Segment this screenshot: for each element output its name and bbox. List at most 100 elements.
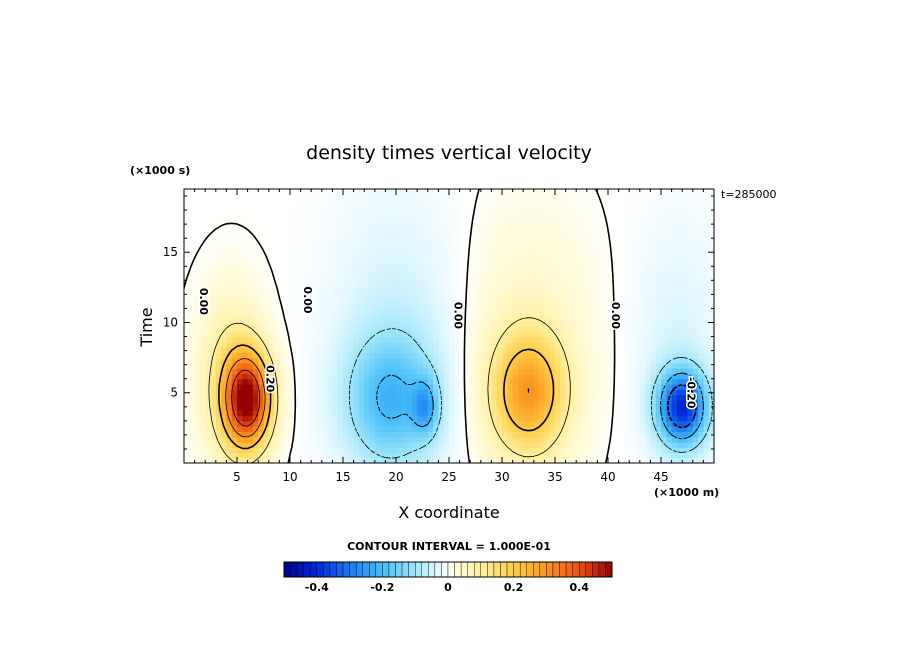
heatmap-cell — [237, 399, 243, 406]
heatmap-cell — [343, 299, 349, 306]
heatmap-cell — [676, 262, 683, 269]
heatmap-cell — [443, 452, 450, 459]
heatmap-cell — [549, 347, 556, 353]
heatmap-cell — [502, 215, 508, 222]
heatmap-cell — [263, 215, 270, 222]
heatmap-cell — [237, 257, 243, 264]
heatmap-cell — [300, 420, 307, 427]
heatmap-cell — [464, 241, 471, 248]
heatmap-cell — [443, 241, 450, 248]
heatmap-cell — [305, 389, 312, 396]
heatmap-cell — [549, 420, 556, 427]
heatmap-cell — [470, 241, 477, 248]
heatmap-cell — [602, 289, 609, 295]
heatmap-cell — [427, 257, 434, 264]
heatmap-cell — [523, 199, 530, 206]
heatmap-cell — [671, 415, 678, 422]
heatmap-cell — [650, 383, 657, 390]
heatmap-cell — [231, 252, 238, 259]
heatmap-cell — [332, 420, 339, 427]
heatmap-cell — [401, 436, 408, 443]
heatmap-cell — [343, 210, 349, 216]
heatmap-cell — [496, 310, 503, 317]
heatmap-cell — [242, 457, 249, 463]
heatmap-cell — [221, 215, 227, 222]
heatmap-cell — [618, 352, 625, 359]
heatmap-cell — [348, 210, 355, 216]
heatmap-cell — [449, 304, 455, 311]
heatmap-cell — [613, 210, 620, 216]
heatmap-cell — [676, 452, 683, 459]
heatmap-cell — [279, 447, 286, 454]
heatmap-cell — [608, 289, 614, 295]
heatmap-cell — [247, 362, 254, 369]
heatmap-cell — [687, 457, 694, 463]
heatmap-cell — [300, 394, 307, 401]
heatmap-cell — [295, 368, 302, 375]
heatmap-cell — [258, 257, 265, 264]
heatmap-cell — [486, 310, 492, 317]
heatmap-cell — [184, 399, 190, 406]
heatmap-cell — [374, 441, 381, 448]
heatmap-cell — [634, 289, 641, 295]
heatmap-cell — [327, 273, 333, 280]
heatmap-cell — [353, 220, 360, 227]
heatmap-cell — [544, 220, 551, 227]
heatmap-cell — [629, 368, 636, 375]
heatmap-cell — [645, 215, 651, 222]
heatmap-cell — [634, 399, 641, 406]
heatmap-cell — [555, 225, 561, 232]
heatmap-cell — [369, 294, 376, 301]
heatmap-cell — [475, 273, 482, 280]
heatmap-cell — [226, 436, 233, 443]
heatmap-cell — [502, 436, 508, 443]
heatmap-cell — [512, 336, 519, 343]
heatmap-cell — [539, 315, 545, 322]
heatmap-cell — [417, 447, 424, 454]
heatmap-cell — [708, 246, 714, 253]
heatmap-cell — [385, 204, 392, 211]
heatmap-cell — [682, 268, 689, 274]
heatmap-cell — [443, 426, 450, 432]
heatmap-cell — [226, 420, 233, 427]
heatmap-cell — [433, 289, 439, 295]
heatmap-cell — [623, 262, 630, 269]
heatmap-cell — [517, 310, 524, 317]
heatmap-cell — [374, 331, 381, 338]
heatmap-cell — [565, 257, 572, 264]
heatmap-cell — [237, 341, 243, 348]
heatmap-cell — [502, 389, 508, 396]
heatmap-cell — [252, 352, 259, 359]
heatmap-cell — [703, 436, 710, 443]
heatmap-cell — [708, 452, 714, 459]
heatmap-cell — [390, 268, 397, 274]
heatmap-cell — [602, 220, 609, 227]
heatmap-cell — [433, 257, 439, 264]
heatmap-cell — [247, 257, 254, 264]
heatmap-cell — [358, 341, 365, 348]
heatmap-cell — [629, 362, 636, 369]
heatmap-cell — [560, 289, 567, 295]
heatmap-cell — [528, 420, 535, 427]
heatmap-cell — [369, 368, 376, 375]
heatmap-cell — [623, 341, 630, 348]
heatmap-cell — [698, 368, 704, 375]
heatmap-cell — [337, 362, 344, 369]
heatmap-cell — [327, 399, 333, 406]
heatmap-cell — [650, 215, 657, 222]
heatmap-cell — [433, 362, 439, 369]
heatmap-cell — [661, 368, 667, 375]
heatmap-cell — [470, 336, 477, 343]
heatmap-cell — [533, 215, 540, 222]
heatmap-cell — [650, 389, 657, 396]
heatmap-cell — [353, 373, 360, 380]
heatmap-cell — [602, 331, 609, 338]
heatmap-cell — [184, 331, 190, 338]
heatmap-cell — [396, 241, 402, 248]
heatmap-cell — [189, 352, 196, 359]
heatmap-cell — [708, 262, 714, 269]
heatmap-cell — [528, 341, 535, 348]
heatmap-cell — [502, 231, 508, 238]
heatmap-cell — [327, 415, 333, 422]
heatmap-cell — [210, 278, 217, 285]
